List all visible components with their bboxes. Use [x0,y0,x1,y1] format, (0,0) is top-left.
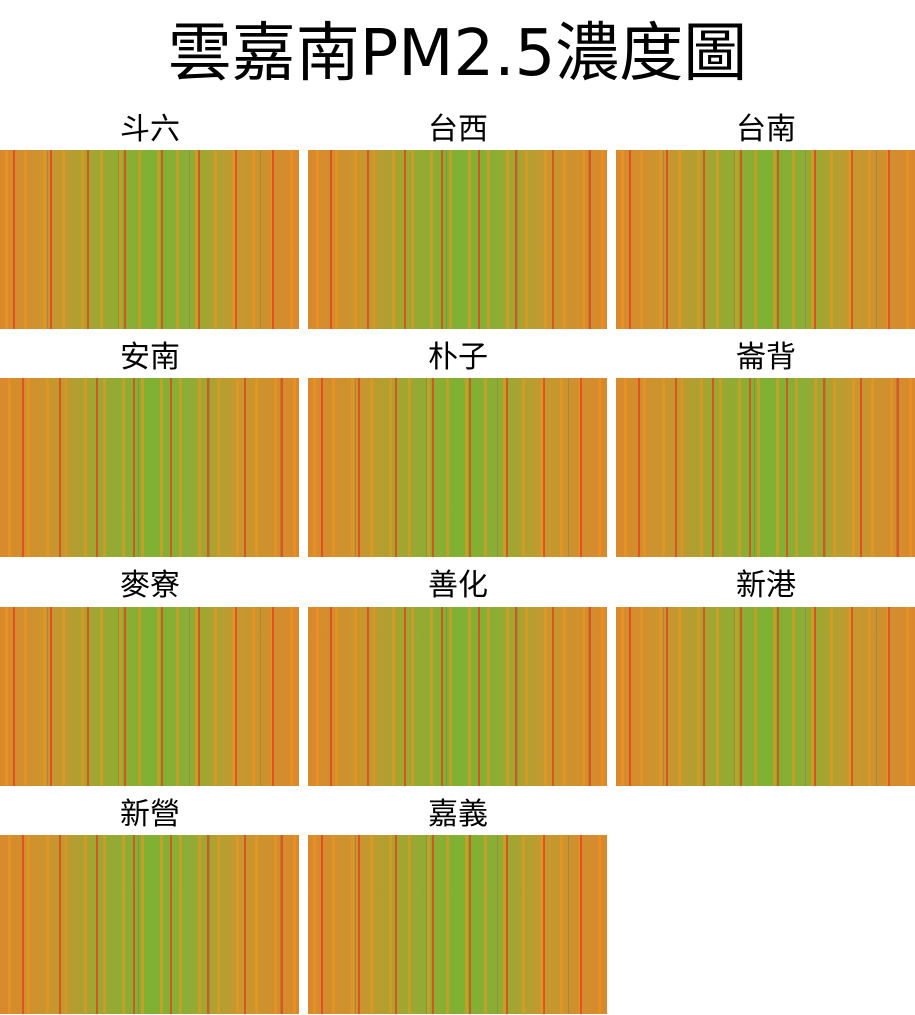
heatmap-panel [616,150,915,329]
panel-label: 朴子 [428,340,488,375]
panel-label: 新港 [736,568,796,603]
heatmap-panel [616,378,915,557]
panel-label: 新營 [120,797,180,832]
panel-label: 麥寮 [120,568,180,603]
heatmap-panel [0,378,299,557]
panel-label: 斗六 [120,112,180,147]
heatmap-panel [308,378,607,557]
panel-label: 善化 [428,568,488,603]
panel-label: 崙背 [736,340,796,375]
heatmap-panel [0,607,299,786]
heatmap-panel [616,607,915,786]
panel-label: 台西 [428,112,488,147]
heatmap-panel [308,607,607,786]
panel-label: 安南 [120,340,180,375]
panel-label: 台南 [736,112,796,147]
heatmap-panel [308,150,607,329]
heatmap-panel [0,150,299,329]
heatmap-panel [0,835,299,1014]
chart-title: 雲嘉南PM2.5濃度圖 [167,17,748,91]
heatmap-panel [308,835,607,1014]
panel-label: 嘉義 [428,797,488,832]
